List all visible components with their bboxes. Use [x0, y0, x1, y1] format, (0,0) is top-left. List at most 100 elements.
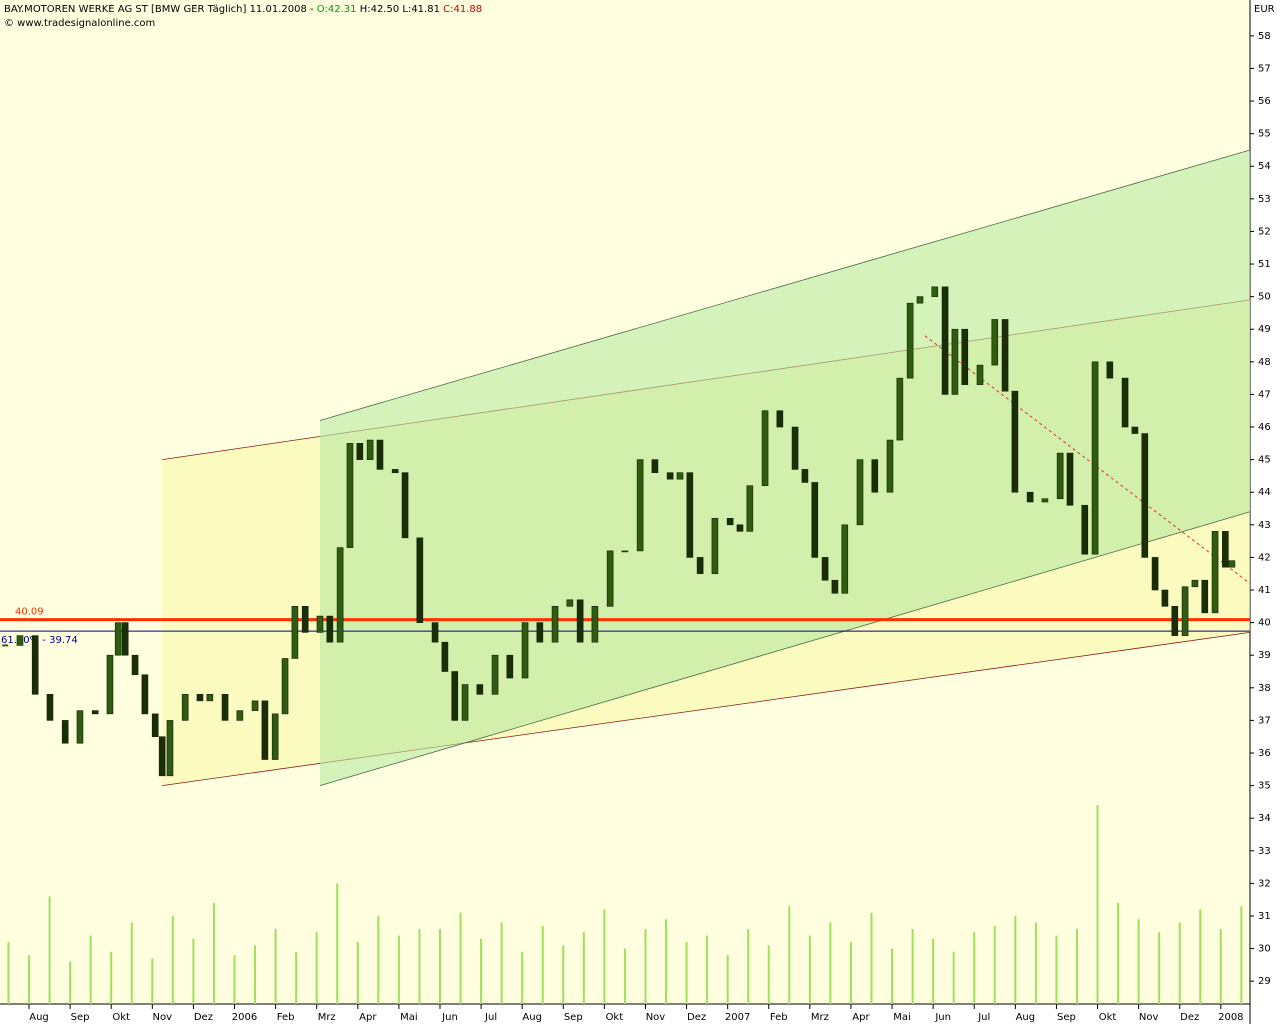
- candle: [1081, 504, 1089, 555]
- x-tick-label: Aug: [29, 1012, 49, 1023]
- candle: [821, 557, 829, 581]
- volume-bar: [212, 902, 215, 1004]
- x-tick-label: Sep: [564, 1012, 583, 1023]
- candle: [811, 482, 819, 558]
- x-tick-label: Mrz: [318, 1012, 336, 1023]
- x-tick-label: Jun: [441, 1012, 458, 1023]
- candle: [1091, 361, 1099, 555]
- x-tick-label: Mai: [893, 1012, 911, 1023]
- y-tick-label: 32: [1258, 878, 1271, 889]
- level-label: 61.80% - 39.74: [1, 635, 78, 646]
- candle: [951, 328, 959, 395]
- volume-bar: [315, 932, 318, 1004]
- volume-bar: [418, 929, 421, 1004]
- volume-bar: [973, 932, 976, 1004]
- candle: [151, 713, 159, 738]
- candle: [366, 439, 374, 460]
- y-tick-label: 57: [1258, 63, 1271, 74]
- volume-bar: [562, 945, 565, 1004]
- candle: [591, 606, 599, 643]
- y-tick-label: 40: [1258, 618, 1271, 629]
- volume-bar: [788, 906, 791, 1004]
- volume-bar: [1199, 909, 1202, 1004]
- x-tick-label: Nov: [646, 1012, 666, 1023]
- candle: [1001, 319, 1009, 392]
- volume-bar: [459, 912, 462, 1004]
- y-tick-label: 43: [1258, 520, 1271, 531]
- header-line: BAY.MOTOREN WERKE AG ST [BMW GER Täglich…: [4, 3, 482, 17]
- candle: [896, 377, 904, 441]
- source: © www.tradesignalonline.com: [4, 18, 156, 29]
- candle: [401, 472, 409, 539]
- volume-bar: [192, 938, 195, 1004]
- candle: [114, 622, 122, 656]
- x-tick-label: Jul: [977, 1012, 990, 1023]
- y-tick-label: 51: [1258, 259, 1271, 270]
- volume-bar: [89, 935, 92, 1004]
- volume-bar: [829, 922, 832, 1004]
- candle: [871, 459, 879, 493]
- y-tick-label: 31: [1258, 911, 1271, 922]
- y-tick-label: 58: [1258, 31, 1271, 42]
- x-tick-label: Feb: [277, 1012, 295, 1023]
- high-low: H:42.50 L:41.81: [359, 4, 440, 15]
- volume-bar: [603, 909, 606, 1004]
- x-tick-label: Mai: [400, 1012, 418, 1023]
- candle: [61, 720, 69, 744]
- candle: [886, 439, 894, 493]
- candle: [346, 443, 354, 548]
- candle: [91, 710, 99, 715]
- volume-bar: [932, 938, 935, 1004]
- candle: [1211, 531, 1219, 614]
- candle: [941, 286, 949, 395]
- x-tick-label: Apr: [359, 1012, 377, 1023]
- candle: [776, 410, 784, 428]
- volume-bar: [7, 942, 10, 1004]
- volume-bar: [1240, 906, 1243, 1004]
- candle: [1191, 579, 1199, 588]
- x-tick-label: Jul: [484, 1012, 497, 1023]
- volume-bar: [1158, 932, 1161, 1004]
- volume-bar: [377, 915, 380, 1004]
- candle: [841, 524, 849, 594]
- header: BAY.MOTOREN WERKE AG ST [BMW GER Täglich…: [4, 3, 482, 31]
- candle: [251, 700, 259, 711]
- candle: [976, 364, 984, 385]
- candle: [181, 694, 189, 721]
- y-tick-label: 49: [1258, 324, 1271, 335]
- candle: [291, 606, 299, 659]
- y-tick-label: 37: [1258, 715, 1271, 726]
- candle: [196, 694, 204, 702]
- candle: [636, 459, 644, 552]
- x-tick-label: Dez: [194, 1012, 213, 1023]
- y-tick-label: 50: [1258, 292, 1271, 303]
- y-tick-label: 35: [1258, 781, 1271, 792]
- x-tick-label: Dez: [1180, 1012, 1199, 1023]
- x-tick-label: Apr: [852, 1012, 870, 1023]
- volume-bar: [336, 883, 339, 1004]
- x-tick-label: Okt: [112, 1012, 130, 1023]
- candle: [356, 443, 364, 460]
- title: BAY.MOTOREN WERKE AG ST [BMW GER Täglich…: [4, 4, 317, 15]
- x-tick-label: Mrz: [811, 1012, 829, 1023]
- candle: [536, 622, 544, 643]
- volume-bar: [254, 945, 257, 1004]
- volume-bar: [767, 945, 770, 1004]
- volume-bar: [849, 942, 852, 1004]
- volume-bar: [171, 915, 174, 1004]
- candle: [416, 537, 424, 623]
- candle: [1141, 433, 1149, 558]
- x-tick-label: Okt: [1099, 1012, 1117, 1023]
- candle: [441, 641, 449, 672]
- x-tick-label: 2006: [232, 1012, 257, 1023]
- candle: [166, 720, 174, 777]
- volume-bar: [1014, 915, 1017, 1004]
- volume-bar: [541, 925, 544, 1004]
- candle: [451, 671, 459, 721]
- unit-label: EUR: [1254, 4, 1275, 15]
- candle: [666, 472, 674, 480]
- volume-bar: [1034, 922, 1037, 1004]
- candle: [831, 579, 839, 594]
- volume-bar: [808, 935, 811, 1004]
